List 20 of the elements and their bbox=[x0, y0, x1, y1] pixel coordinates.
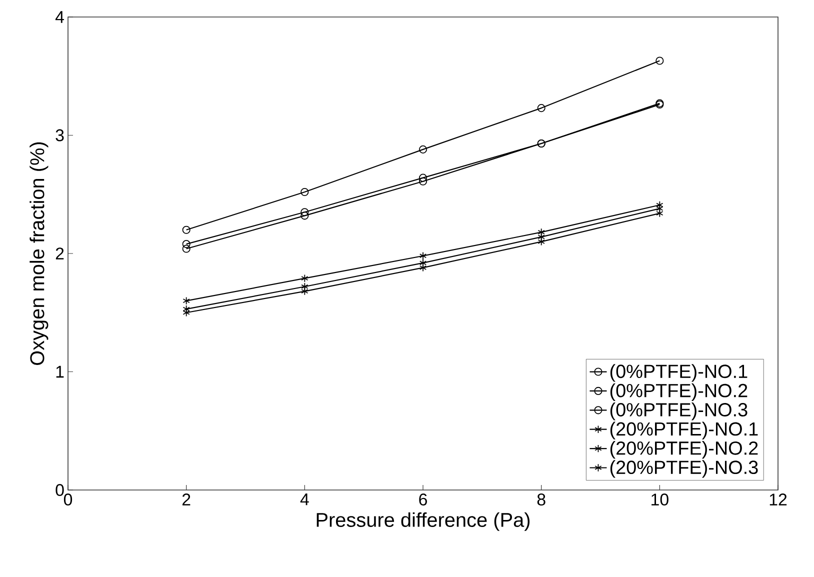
x-tick-label: 6 bbox=[419, 494, 427, 506]
legend-label: (20%PTFE)-NO.1 bbox=[610, 422, 758, 440]
legend-label: (0%PTFE)-NO.1 bbox=[610, 364, 748, 382]
y-tick-label: 1 bbox=[56, 366, 64, 378]
legend-label: (0%PTFE)-NO.2 bbox=[610, 383, 748, 401]
x-tick-label: 4 bbox=[300, 494, 309, 506]
x-tick-label: 10 bbox=[652, 494, 668, 506]
x-tick-label: 0 bbox=[64, 494, 72, 506]
x-tick-label: 8 bbox=[537, 494, 546, 506]
x-axis-title: Pressure difference (Pa) bbox=[316, 512, 530, 531]
x-tick-label: 2 bbox=[182, 494, 190, 506]
y-tick-label: 3 bbox=[56, 129, 64, 142]
y-axis-title: Oxygen mole fraction (%) bbox=[30, 142, 48, 365]
legend-label: (0%PTFE)-NO.3 bbox=[610, 402, 748, 420]
x-tick-label: 12 bbox=[770, 494, 787, 506]
legend-label: (20%PTFE)-NO.2 bbox=[610, 440, 758, 459]
legend-label: (20%PTFE)-NO.3 bbox=[610, 460, 758, 478]
y-tick-label: 0 bbox=[56, 484, 64, 496]
y-tick-label: 4 bbox=[55, 11, 64, 23]
y-tick-label: 2 bbox=[56, 248, 64, 260]
